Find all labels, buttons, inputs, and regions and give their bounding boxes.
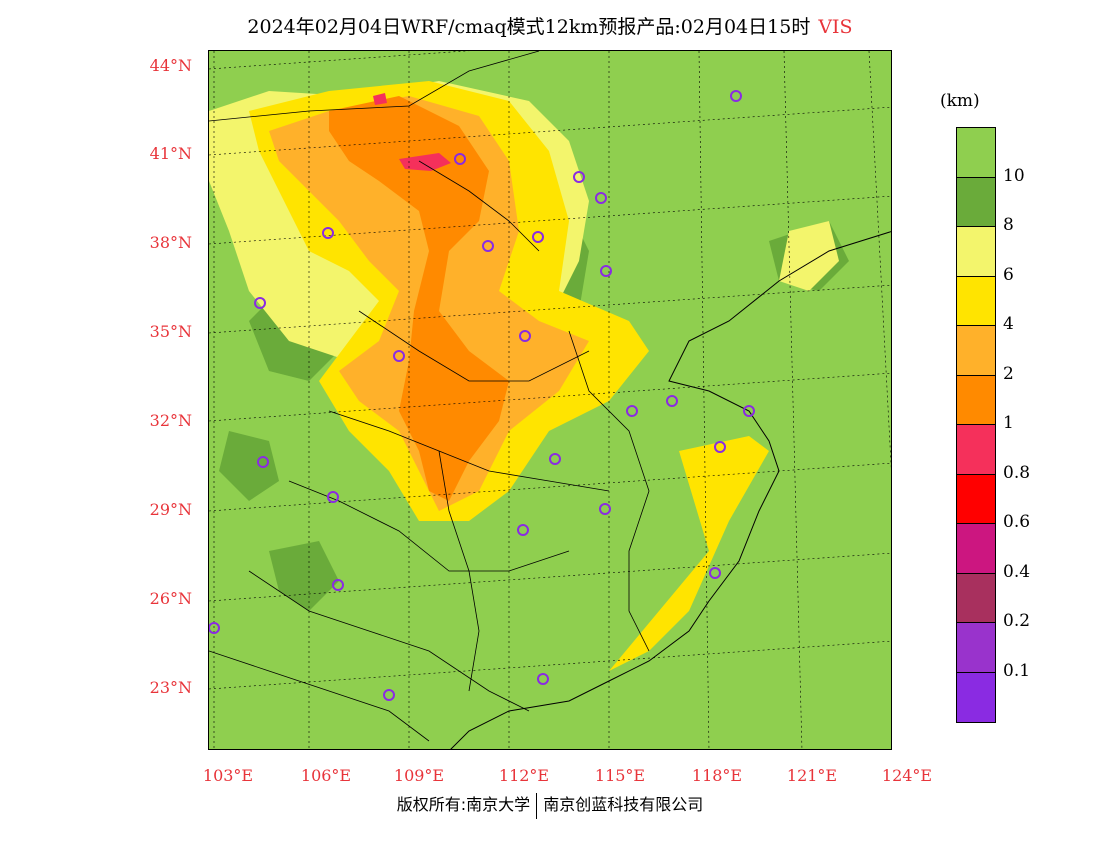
lat-label: 41°N	[149, 144, 192, 163]
colorbar-swatch	[956, 523, 996, 574]
station-marker	[257, 456, 269, 468]
lon-label: 118°E	[691, 766, 743, 785]
colorbar-label: 6	[1003, 264, 1014, 285]
footer-copyright: 版权所有:南京大学	[396, 795, 531, 814]
station-marker	[332, 579, 344, 591]
lon-label: 124°E	[881, 766, 933, 785]
station-marker	[383, 689, 395, 701]
vis-region-1km	[329, 96, 509, 501]
colorbar-label: 0.4	[1003, 561, 1031, 582]
station-marker	[714, 441, 726, 453]
station-marker	[454, 153, 466, 165]
footer-separator	[536, 792, 538, 819]
station-marker	[327, 491, 339, 503]
coastline	[450, 231, 891, 749]
lat-label: 26°N	[149, 589, 192, 608]
graticule	[209, 51, 891, 749]
colorbar-swatch	[956, 176, 996, 227]
colorbar-label: 2	[1003, 363, 1014, 384]
map-canvas	[209, 51, 891, 749]
colorbar-label: 0.8	[1003, 462, 1031, 483]
chart-title: 2024年02月04日WRF/cmaq模式12km预报产品:02月04日15时 V…	[0, 12, 1100, 39]
lon-label: 109°E	[393, 766, 445, 785]
colorbar-swatch	[956, 572, 996, 623]
colorbar-swatch	[956, 473, 996, 524]
lat-label: 32°N	[149, 411, 192, 430]
colorbar-label: 4	[1003, 314, 1014, 334]
colorbar-label: 1	[1003, 413, 1014, 433]
colorbar-swatch	[956, 226, 996, 277]
footer-company: 南京创蓝科技有限公司	[543, 795, 704, 814]
lat-label: 23°N	[149, 678, 192, 697]
lon-label: 121°E	[786, 766, 838, 785]
colorbar-swatch	[956, 671, 996, 723]
station-marker	[599, 503, 611, 515]
colorbar-label: 0.2	[1003, 611, 1031, 631]
lat-label: 44°N	[149, 56, 192, 75]
station-marker	[573, 171, 585, 183]
colorbar-unit: (km)	[940, 91, 980, 111]
colorbar-label: 0.1	[1003, 660, 1031, 681]
colorbar-swatch	[956, 622, 996, 673]
lon-label: 112°E	[498, 766, 550, 785]
station-marker	[730, 90, 742, 102]
colorbar-label: 10	[1003, 165, 1025, 186]
station-marker	[595, 192, 607, 204]
station-marker	[549, 453, 561, 465]
station-marker	[209, 622, 220, 634]
station-marker	[666, 395, 678, 407]
station-marker	[709, 567, 721, 579]
footer: 版权所有:南京大学 南京创蓝科技有限公司	[0, 791, 1100, 819]
station-marker	[532, 231, 544, 243]
station-marker	[537, 673, 549, 685]
lat-label: 38°N	[149, 233, 192, 252]
vis-region-0p8km	[373, 93, 451, 171]
lat-label: 29°N	[149, 500, 192, 519]
colorbar-swatch	[956, 275, 996, 326]
station-marker	[393, 350, 405, 362]
lon-label: 103°E	[202, 766, 254, 785]
colorbar-swatch	[956, 325, 996, 376]
lat-label: 35°N	[149, 322, 192, 341]
station-markers	[209, 90, 755, 701]
station-marker	[519, 330, 531, 342]
station-marker	[743, 405, 755, 417]
station-marker	[482, 240, 494, 252]
lon-label: 106°E	[300, 766, 352, 785]
title-main: 2024年02月04日WRF/cmaq模式12km预报产品:02月04日15时	[247, 16, 811, 38]
station-marker	[600, 265, 612, 277]
colorbar-swatch	[956, 127, 996, 178]
colorbar-swatch	[956, 374, 996, 425]
colorbar-label: 0.6	[1003, 512, 1031, 532]
colorbar-swatch	[956, 424, 996, 475]
lon-label: 115°E	[594, 766, 646, 785]
title-variable: VIS	[818, 16, 853, 38]
station-marker	[626, 405, 638, 417]
station-marker	[322, 227, 334, 239]
station-marker	[254, 297, 266, 309]
forecast-map	[208, 50, 892, 750]
colorbar-label: 8	[1003, 215, 1014, 235]
station-marker	[517, 524, 529, 536]
